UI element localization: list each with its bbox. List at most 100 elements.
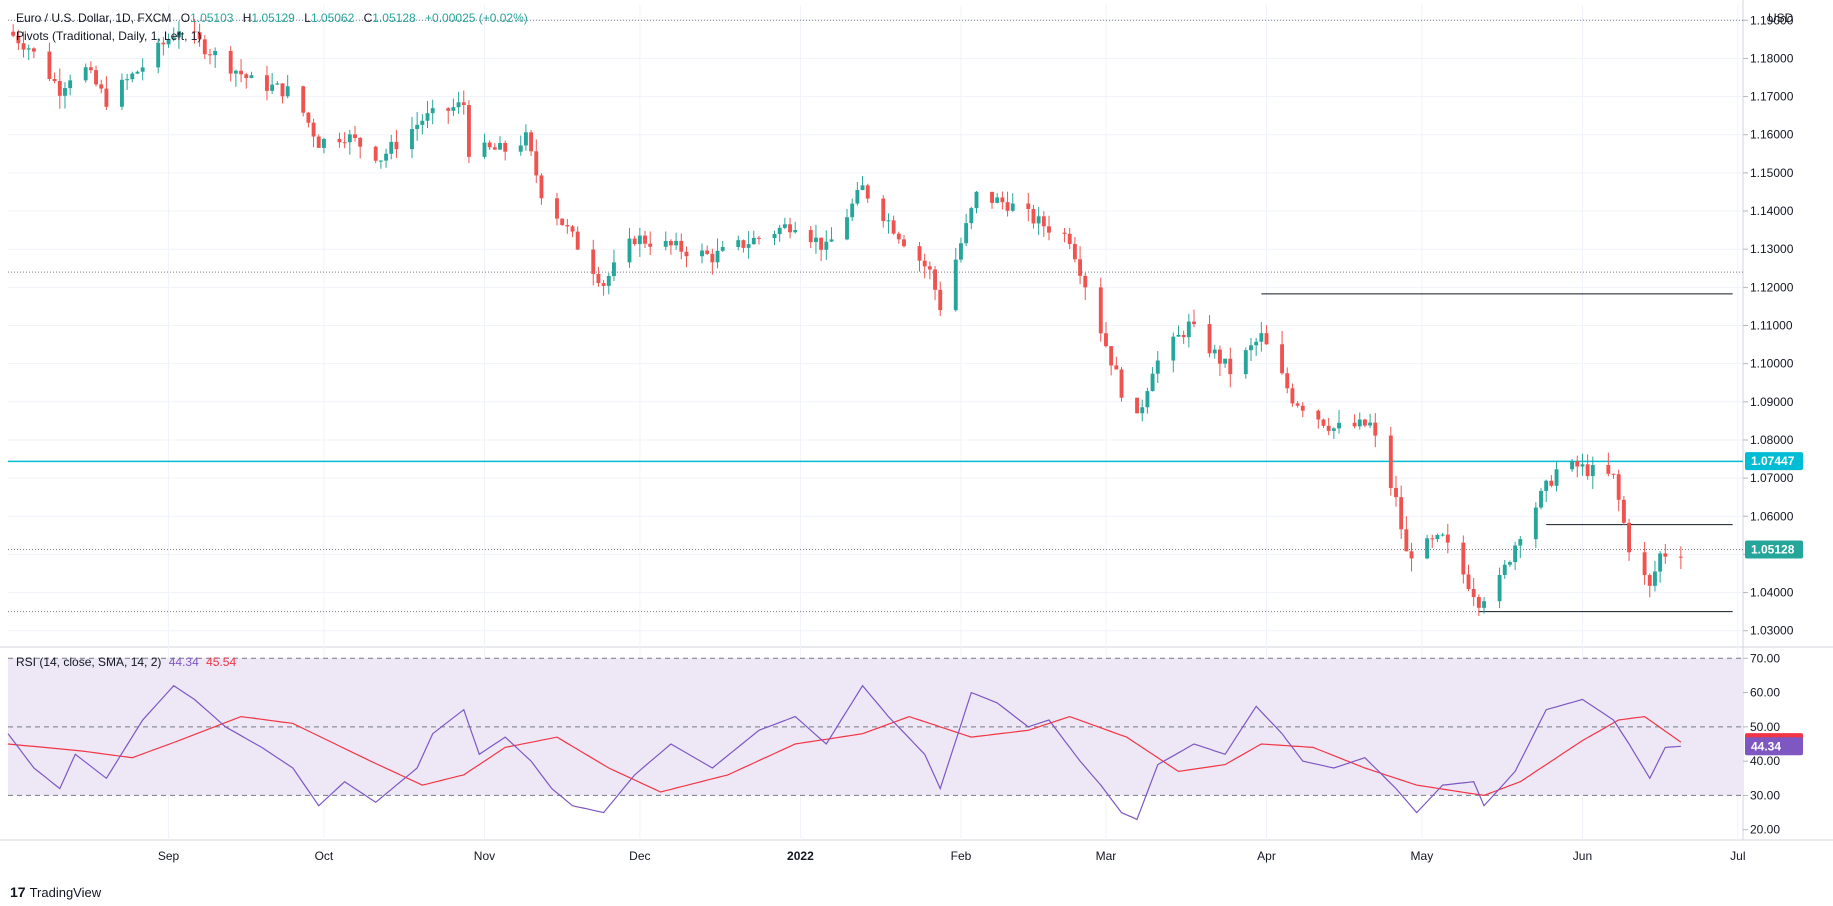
candle-down <box>679 240 684 252</box>
candle-down <box>927 266 932 270</box>
candle-down <box>1352 422 1357 427</box>
candle-up <box>751 237 756 245</box>
candle-up <box>1533 507 1538 540</box>
candle-up <box>813 237 818 243</box>
candle-down <box>1072 243 1077 260</box>
rsi-header-ma: 45.54 <box>206 655 237 669</box>
candle-down <box>741 240 746 248</box>
price-tick-label: 1.04000 <box>1750 586 1794 600</box>
rsi-header-value: 44.34 <box>168 655 199 669</box>
rsi-pane <box>7 657 1743 821</box>
candle-down <box>394 141 399 150</box>
candle-up <box>166 39 171 45</box>
candle-down <box>52 78 57 82</box>
candle-down <box>239 70 244 75</box>
candle-up <box>1176 334 1181 337</box>
price-tick-label: 1.14000 <box>1750 204 1794 218</box>
candle-down <box>446 108 451 111</box>
candle-up <box>425 113 430 121</box>
candle-up <box>1186 321 1191 338</box>
candle-down <box>990 191 994 203</box>
candle-down <box>1264 333 1269 345</box>
pivot-levels <box>8 19 1743 613</box>
candle-down <box>668 240 673 246</box>
candle-up <box>736 240 741 247</box>
candle-up <box>1249 345 1253 351</box>
candle-up <box>430 108 435 114</box>
candle-up <box>1036 216 1041 224</box>
candle-up <box>119 79 124 107</box>
candle-down <box>575 231 580 250</box>
candle-down <box>99 84 104 89</box>
level-price-label-bg <box>1745 452 1803 471</box>
candle-down <box>1399 497 1404 530</box>
candle-down <box>1207 324 1212 354</box>
tradingview-brand[interactable]: 17 TradingView <box>10 884 101 900</box>
rsi-ma-line <box>7 715 1682 797</box>
candle-up <box>275 83 280 85</box>
time-tick-label: Feb <box>951 849 972 863</box>
ohlc-open: 1.05103 <box>190 11 234 25</box>
candle-up <box>1150 373 1155 392</box>
candle-down <box>1290 388 1295 404</box>
time-tick-label: Apr <box>1257 849 1276 863</box>
candle-up <box>1513 545 1518 563</box>
candle-down <box>353 134 357 138</box>
candle-down <box>16 35 21 44</box>
candle-down <box>565 225 570 227</box>
candle-down <box>1616 474 1621 500</box>
candle-up <box>829 239 834 242</box>
candle-up <box>1507 562 1512 565</box>
candle-up <box>156 42 161 68</box>
candle-up <box>1425 538 1430 559</box>
candle-down <box>88 67 93 71</box>
candle-down <box>1611 473 1616 475</box>
candle-down <box>632 238 637 245</box>
ohlc-low: 1.05062 <box>310 11 355 25</box>
candle-up <box>1223 358 1228 364</box>
candle-up <box>1482 601 1486 608</box>
candle-up <box>1368 422 1373 426</box>
candle-up <box>63 88 67 96</box>
candle-down <box>1005 202 1010 211</box>
candle-up <box>1580 464 1585 467</box>
candle-down <box>1409 551 1414 559</box>
candle-down <box>933 269 938 290</box>
candle-up <box>1357 419 1362 427</box>
candle-up <box>974 191 979 209</box>
candle-down <box>881 198 886 222</box>
level-price-label: 1.07447 <box>1751 454 1795 468</box>
candle-down <box>1606 465 1611 474</box>
candle-down <box>244 74 249 78</box>
candle-down <box>1663 553 1668 557</box>
candle-up <box>720 246 725 251</box>
candle-down <box>1026 203 1031 210</box>
candle-up <box>1155 360 1160 374</box>
candle-up <box>1497 575 1502 602</box>
candle-down <box>11 31 16 36</box>
candle-up <box>850 203 855 218</box>
time-axis[interactable]: Sep Oct Nov Dec 2022 Feb Mar Apr May Jun Jul <box>158 849 1746 863</box>
candle-down <box>1326 425 1331 431</box>
candle-up <box>824 241 829 250</box>
candle-down <box>208 54 212 56</box>
rsi-indicator-label[interactable]: RSI (14, close, SMA, 14, 2) 44.34 45.54 <box>16 655 236 669</box>
candle-down <box>1627 522 1632 553</box>
candle-down <box>94 70 98 85</box>
candle-down <box>503 142 508 152</box>
candle-down <box>1109 346 1114 366</box>
candle-down <box>337 138 342 143</box>
candle-down <box>1373 422 1378 436</box>
candle-down <box>192 31 197 33</box>
symbol-title: Euro / U.S. Dollar, 1D, FXCM <box>16 11 172 25</box>
candle-up <box>1331 428 1336 431</box>
candle-down <box>161 42 166 45</box>
candle-down <box>373 146 378 161</box>
pivots-indicator-label[interactable]: Pivots (Traditional, Daily, 1, Left, 1) <box>16 29 202 43</box>
candle-up <box>125 79 130 81</box>
symbol-header: Euro / U.S. Dollar, 1D, FXCM O1.05103 H1… <box>16 11 528 25</box>
candle-up <box>26 48 31 50</box>
candle-up <box>969 208 974 224</box>
